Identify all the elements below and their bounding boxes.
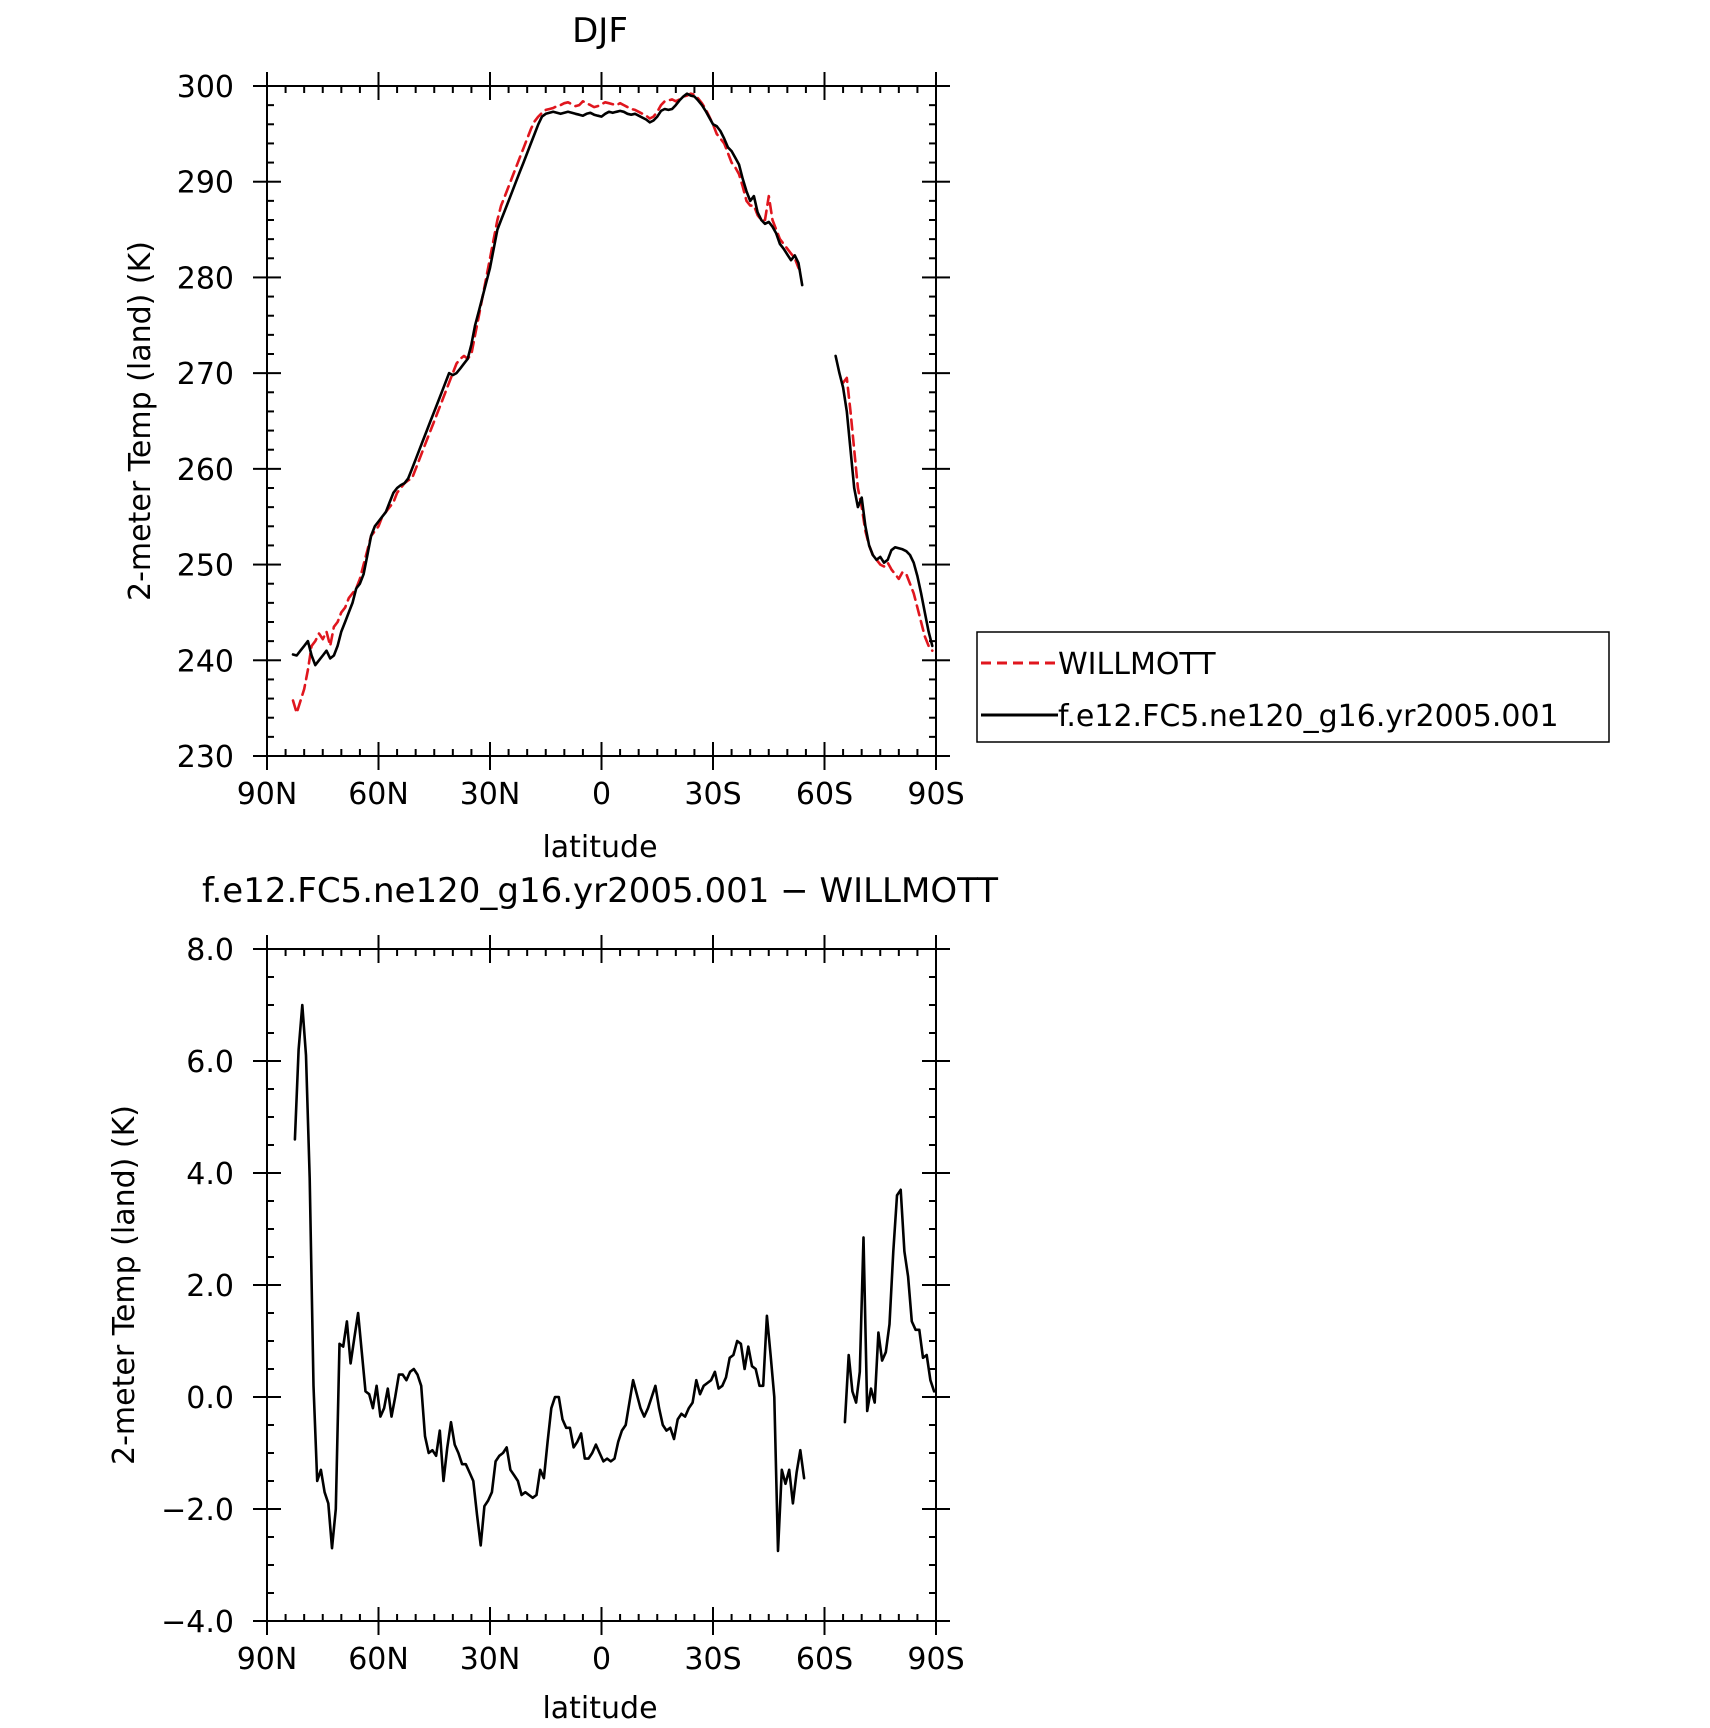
bottom-x-axis-label: latitude [542, 1691, 657, 1723]
bottom-y-tick-label: −4.0 [161, 1605, 234, 1640]
bottom-y-tick-label: 6.0 [186, 1045, 234, 1080]
top-y-tick-label: 280 [177, 261, 234, 296]
top-x-tick-label: 60S [796, 777, 853, 812]
bottom-x-tick-label: 60N [348, 1642, 409, 1677]
bottom-x-tick-label: 30S [684, 1642, 741, 1677]
top-y-tick-label: 290 [177, 166, 234, 201]
legend: WILLMOTT f.e12.FC5.ne120_g16.yr2005.001 [976, 631, 1610, 743]
top-x-tick-label: 30S [684, 777, 741, 812]
bottom-x-tick-label: 0 [592, 1642, 611, 1677]
bottom-plot-area: 90N 60N 30N 0 30S 60S 90S −4.0 −2.0 0.0 2.0 4.0 6.0 8… [161, 933, 964, 1677]
legend-label-willmott: WILLMOTT [1058, 647, 1216, 682]
bottom-series-line-difference-seg1 [843, 1188, 936, 1424]
top-x-tick-label: 0 [592, 777, 611, 812]
legend-label-model: f.e12.FC5.ne120_g16.yr2005.001 [1058, 699, 1559, 734]
bottom-x-tick-label: 60S [796, 1642, 853, 1677]
top-series-line-f-e12-fc5-ne120-g16-yr2005-001-seg1 [834, 354, 934, 648]
top-y-axis-label: 2-meter Temp (land) (K) [123, 241, 158, 601]
bottom-x-tick-label: 90N [237, 1642, 298, 1677]
top-x-tick-label: 60N [348, 777, 409, 812]
bottom-y-tick-label: 4.0 [186, 1157, 234, 1192]
bottom-series-line-difference-seg0 [293, 1003, 806, 1553]
top-series-line-willmott-seg1 [841, 376, 934, 653]
top-series-line-f-e12-fc5-ne120-g16-yr2005-001-seg0 [291, 92, 804, 667]
top-y-tick-label: 260 [177, 453, 234, 488]
top-chart-title: DJF [572, 11, 628, 51]
top-plot-area: 90N 60N 30N 0 30S 60S 90S 230 240 250 260 270 280 290… [177, 70, 965, 812]
bottom-x-tick-label: 30N [460, 1642, 521, 1677]
bottom-x-tick-label: 90S [907, 1642, 964, 1677]
bottom-y-axis-label: 2-meter Temp (land) (K) [107, 1105, 142, 1465]
top-x-tick-label: 90S [907, 777, 964, 812]
top-y-tick-label: 250 [177, 549, 234, 584]
top-x-axis-label: latitude [542, 830, 657, 865]
top-y-tick-label: 230 [177, 740, 234, 775]
top-x-tick-label: 90N [237, 777, 298, 812]
top-x-tick-label: 30N [460, 777, 521, 812]
bottom-y-tick-label: 0.0 [186, 1381, 234, 1416]
bottom-y-tick-label: −2.0 [161, 1493, 234, 1528]
bottom-chart-title: f.e12.FC5.ne120_g16.yr2005.001 − WILLMOT… [202, 871, 998, 911]
top-y-tick-label: 300 [177, 70, 234, 105]
legend-box [976, 631, 1610, 743]
top-y-tick-label: 240 [177, 644, 234, 679]
top-y-tick-label: 270 [177, 357, 234, 392]
bottom-y-tick-label: 2.0 [186, 1269, 234, 1304]
bottom-y-tick-label: 8.0 [186, 933, 234, 968]
